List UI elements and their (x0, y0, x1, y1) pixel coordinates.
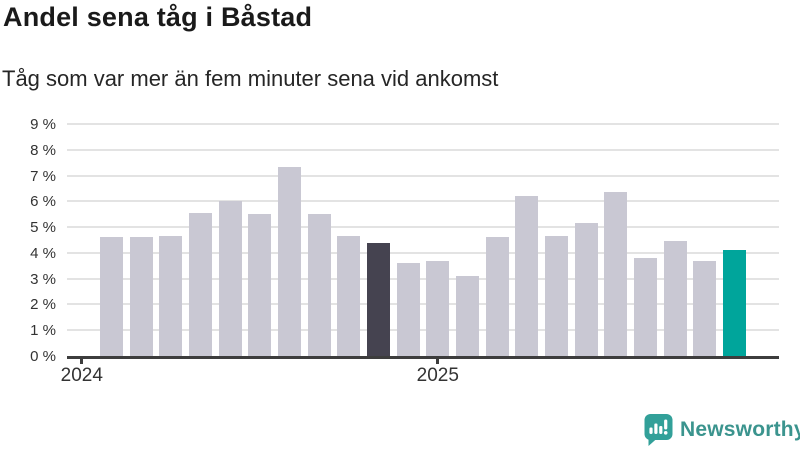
bar-2025-03 (485, 237, 509, 356)
y-axis-tick-label: 2 % (30, 296, 56, 314)
y-axis-tick-label: 3 % (30, 270, 56, 288)
gridline (67, 148, 779, 151)
bar-2024-05 (189, 212, 212, 356)
newsworthy-logo-icon (644, 414, 673, 446)
y-axis-tick-label: 7 % (30, 167, 56, 185)
y-axis-tick-label: 4 % (30, 244, 56, 262)
bar-2024-07 (248, 214, 272, 356)
gridline (67, 226, 779, 229)
x-axis-line (67, 356, 779, 359)
bar-2024-08 (278, 166, 301, 356)
bar-2024-04 (159, 236, 183, 356)
bar-2024-03 (129, 237, 153, 356)
bar-2024-11 (367, 242, 390, 356)
y-axis-tick-label: 6 % (30, 193, 56, 211)
gridline (67, 251, 779, 254)
gridline (67, 123, 779, 125)
newsworthy-logo[interactable]: Newsworthy (644, 414, 800, 446)
gridline (67, 200, 779, 203)
gridline (67, 277, 779, 280)
y-axis-tick-label: 8 % (30, 141, 56, 159)
chart-title: Andel sena tåg i Båstad (3, 2, 313, 32)
bar-2025-06 (574, 223, 598, 356)
bar-2025-07 (604, 192, 628, 356)
x-axis-tick (436, 356, 440, 364)
bar-2024-12 (396, 263, 420, 356)
bar-2024-10 (337, 236, 361, 356)
bar-2025-11 (723, 250, 746, 356)
gridline (67, 329, 779, 332)
chart-subtitle: Tåg som var mer än fem minuter sena vid … (2, 66, 499, 91)
bar-2025-02 (456, 276, 479, 356)
x-axis-tick-label: 2025 (416, 365, 459, 386)
gridline (67, 174, 779, 177)
bar-2025-04 (515, 196, 539, 356)
newsworthy-logo-text: Newsworthy (680, 418, 800, 441)
y-axis-tick-label: 1 % (30, 322, 56, 340)
gridline (67, 303, 779, 306)
bar-2025-05 (545, 236, 568, 356)
x-axis-tick (80, 356, 84, 364)
y-axis-tick-label: 0 % (30, 348, 56, 365)
y-axis-tick-label: 5 % (30, 219, 56, 237)
y-axis-tick-label: 9 % (30, 116, 56, 133)
bar-2024-02 (100, 237, 123, 356)
bar-2025-09 (663, 241, 687, 356)
bar-2024-06 (218, 201, 242, 356)
bar-2025-01 (426, 260, 450, 356)
x-axis-tick-label: 2024 (60, 365, 103, 386)
bar-2024-09 (307, 214, 331, 356)
bar-2025-08 (634, 258, 657, 356)
bar-2025-10 (693, 260, 717, 356)
